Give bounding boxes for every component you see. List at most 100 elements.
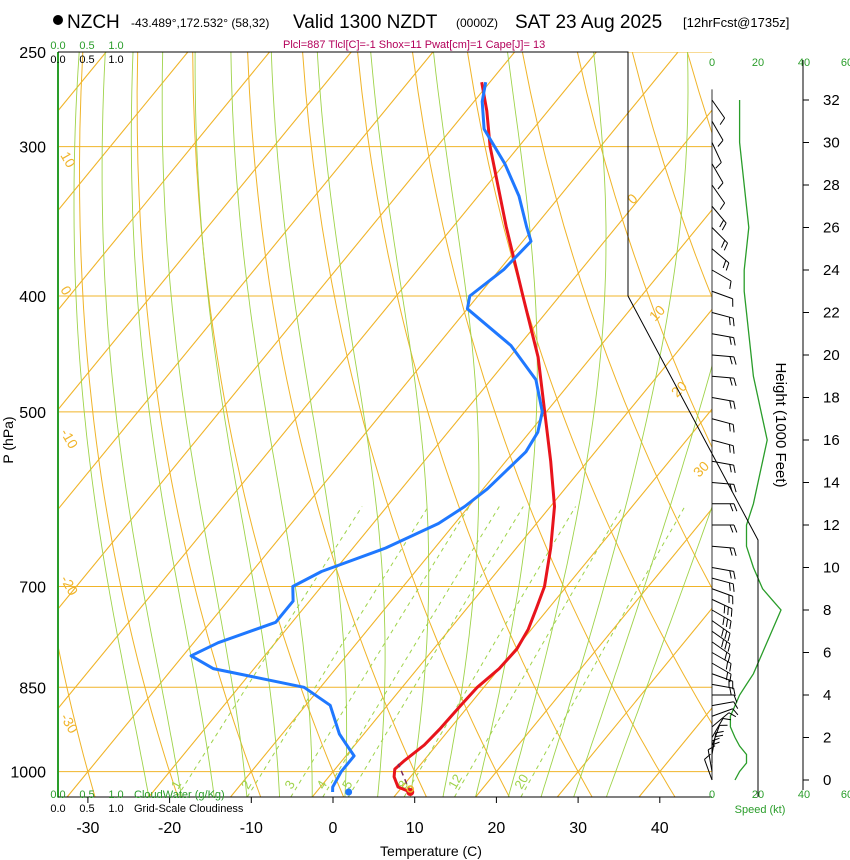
- height-tick-label: 26: [823, 220, 840, 237]
- cloud-top-tick: 0.0: [50, 40, 65, 52]
- temp-tick-label: 20: [488, 820, 506, 837]
- isotherm-line: [311, 308, 712, 797]
- wind-barb-flag: [721, 240, 726, 248]
- height-tick-label: 28: [823, 177, 840, 194]
- wind-barb: [711, 120, 724, 141]
- height-tick-label: 20: [823, 347, 840, 364]
- cloud-bottom-tick: 0.0: [50, 789, 65, 801]
- wind-barb: [711, 460, 734, 466]
- isotherm-label: 20: [668, 378, 690, 400]
- wind-barb: [711, 375, 734, 379]
- wind-barb-flag: [729, 524, 734, 533]
- wind-barb: [707, 749, 713, 772]
- wind-barb-flag: [733, 356, 737, 365]
- station-coords: -43.489°,172.532° (58,32): [131, 16, 269, 30]
- wind-barb-flag: [723, 242, 729, 251]
- height-tick-label: 30: [823, 135, 840, 152]
- height-tick-label: 32: [823, 92, 840, 109]
- dry-adiabat: [302, 52, 510, 797]
- isotherm-line: [58, 52, 352, 411]
- wind-barb: [711, 269, 732, 282]
- cloudiness-bottom-tick: 0.0: [50, 803, 65, 815]
- wind-barb-flag: [732, 583, 735, 592]
- height-tick-label: 16: [823, 432, 840, 449]
- height-axis-title: Height (1000 Feet): [772, 362, 789, 487]
- wind-barb-flag: [724, 652, 728, 661]
- wind-barb-flag: [719, 202, 726, 210]
- mixing-ratio-line: [403, 506, 577, 797]
- isotherm-label: 10: [57, 149, 79, 171]
- zulu-time: (0000Z): [456, 16, 498, 30]
- wind-barb-flag: [722, 260, 727, 269]
- wind-barb-flag: [711, 741, 720, 746]
- wind-barb: [711, 725, 720, 747]
- temp-tick-label: 10: [406, 820, 424, 837]
- mixing-ratio-label: 4: [313, 778, 330, 792]
- x-axis-title: Temperature (C): [380, 843, 482, 859]
- moist-adiabat: [370, 52, 430, 797]
- wind-barb-flag: [732, 424, 735, 433]
- isotherm-line: [556, 607, 712, 797]
- isotherm-line: [58, 52, 434, 511]
- temp-tick-label: 0: [329, 820, 338, 837]
- surface-dew-marker: [345, 788, 353, 796]
- wind-barb-flag: [729, 356, 733, 365]
- speed-top-tick: 0: [709, 57, 715, 69]
- wind-barb: [711, 248, 730, 264]
- wind-barb-flag: [721, 639, 725, 648]
- wind-barb: [711, 718, 724, 738]
- speed-bottom-tick: 20: [752, 789, 764, 801]
- wind-barb-flag: [732, 318, 735, 327]
- mixing-ratio-line: [520, 506, 686, 797]
- wind-barb-flag: [733, 503, 738, 512]
- stability-params: Plcl=887 Tlcl[C]=-1 Shox=11 Pwat[cm]=1 C…: [283, 39, 545, 51]
- isotherm-line: [475, 507, 712, 797]
- wind-barb-flag: [727, 633, 731, 642]
- valid-time: Valid 1300 NZDT: [293, 12, 438, 33]
- dry-adiabat: [412, 52, 676, 797]
- height-tick-label: 14: [823, 475, 840, 492]
- cloudiness-bottom-tick: 1.0: [108, 803, 123, 815]
- station-id: NZCH: [67, 12, 120, 33]
- speed-top-tick: 60: [841, 57, 850, 69]
- wind-barb: [711, 567, 734, 572]
- wind-barb-flag: [733, 571, 736, 580]
- mixing-ratio-line: [347, 506, 524, 797]
- wind-barb-flag: [729, 570, 732, 579]
- dry-adiabat: [78, 52, 179, 797]
- pressure-tick-label: 500: [19, 405, 46, 422]
- isotherm-line: [66, 52, 679, 797]
- isotherm-label: 10: [646, 302, 668, 324]
- moist-adiabat: [161, 52, 248, 797]
- wind-barb: [711, 641, 731, 655]
- height-tick-label: 12: [823, 517, 840, 534]
- wind-barb-flag: [729, 503, 734, 512]
- wind-barb-flag: [728, 444, 731, 453]
- dry-adiabat: [58, 643, 96, 797]
- wind-barb-flag: [727, 654, 731, 663]
- wind-barb-flag: [732, 445, 735, 454]
- mixing-ratio-label: 2: [238, 778, 255, 792]
- cloudwater-label: CloudWater (g/Kg): [134, 789, 225, 801]
- height-tick-label: 18: [823, 390, 840, 407]
- right-frame: [58, 51, 759, 797]
- speed-axis-label: Speed (kt): [735, 804, 786, 816]
- moist-adiabat: [507, 52, 607, 797]
- wind-barb-flag: [733, 548, 737, 557]
- cloud-top-tick: 1.0: [108, 40, 123, 52]
- y-axis-title: P (hPa): [0, 416, 16, 463]
- wind-barb-flag: [728, 317, 731, 326]
- height-tick-label: 22: [823, 305, 840, 322]
- moist-adiabat: [605, 505, 712, 797]
- pressure-tick-label: 400: [19, 289, 46, 306]
- dry-adiabat: [797, 52, 850, 797]
- wind-barb: [711, 701, 734, 707]
- moist-adiabat: [130, 52, 215, 797]
- moist-adiabat: [316, 52, 386, 797]
- wind-barb: [711, 99, 726, 119]
- cloudiness-top-tick: 0.0: [50, 54, 65, 66]
- wind-barb: [711, 712, 730, 728]
- wind-barb-flag: [722, 616, 725, 626]
- wind-barb: [711, 482, 734, 485]
- station-marker: [53, 15, 63, 25]
